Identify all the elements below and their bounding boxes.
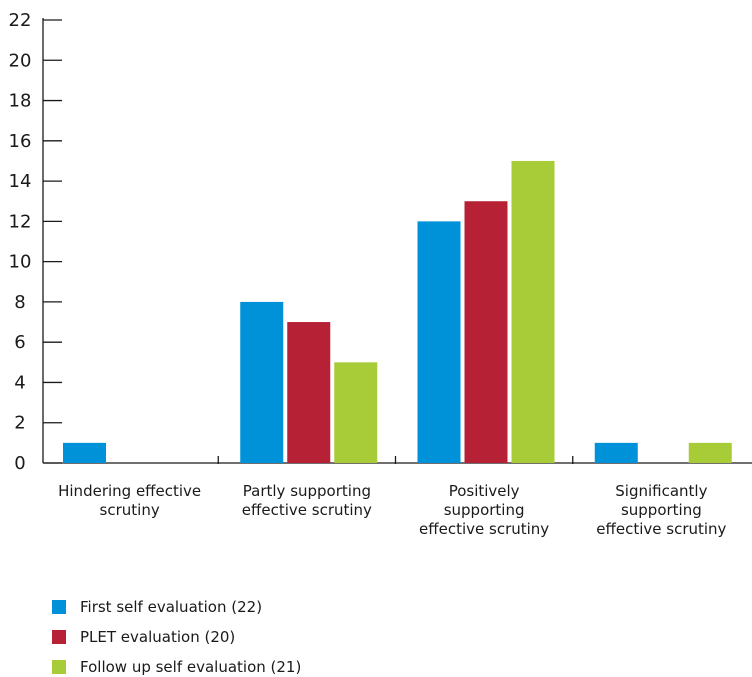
bars (63, 160, 732, 464)
y-tick-label: 2 (14, 413, 25, 434)
bar (240, 301, 284, 463)
y-tick-label: 20 (9, 50, 32, 71)
x-axis (43, 456, 752, 464)
legend-swatch (52, 600, 66, 614)
x-category-label: Partly supporting effective scrutiny (242, 482, 372, 519)
bar (63, 442, 106, 463)
y-tick-label: 14 (9, 171, 32, 192)
bar (688, 442, 732, 463)
x-category-label: Hindering effective scrutiny (58, 482, 201, 519)
bar (334, 362, 378, 463)
y-axis: 0 2 4 6 8 10 12 14 16 18 20 22 (9, 10, 62, 474)
y-tick-label: 10 (9, 252, 32, 273)
legend-item-follow-up-self-evaluation: Follow up self evaluation (21) (52, 657, 301, 677)
bar (417, 221, 461, 463)
legend-label: Follow up self evaluation (21) (80, 658, 302, 676)
bar (464, 201, 508, 463)
y-tick-label: 6 (14, 332, 25, 353)
legend-swatch (52, 660, 66, 674)
legend-item-first-self-evaluation: First self evaluation (22) (52, 597, 262, 617)
x-category-label: Significantly supporting effective scrutin… (596, 482, 726, 538)
legend-item-plet-evaluation: PLET evaluation (20) (52, 627, 235, 647)
y-tick-label: 16 (9, 131, 32, 152)
bar (287, 322, 331, 463)
bar-chart: 0 2 4 6 8 10 12 14 16 18 20 22 Hindering effective s… (9, 10, 752, 538)
y-tick-label: 22 (9, 10, 32, 31)
category-labels: Hindering effective scrutiny Partly suppor… (58, 482, 726, 538)
y-tick-label: 0 (14, 453, 25, 474)
y-tick-label: 12 (9, 211, 32, 232)
bar (594, 442, 638, 463)
bar (511, 160, 555, 464)
y-tick-label: 8 (14, 292, 25, 313)
legend-swatch (52, 630, 66, 644)
y-tick-label: 4 (14, 372, 25, 393)
legend-label: First self evaluation (22) (80, 598, 263, 616)
x-category-label: Positively supporting effective scrutiny (419, 482, 549, 538)
y-tick-label: 18 (9, 91, 32, 112)
legend-label: PLET evaluation (20) (80, 628, 236, 646)
